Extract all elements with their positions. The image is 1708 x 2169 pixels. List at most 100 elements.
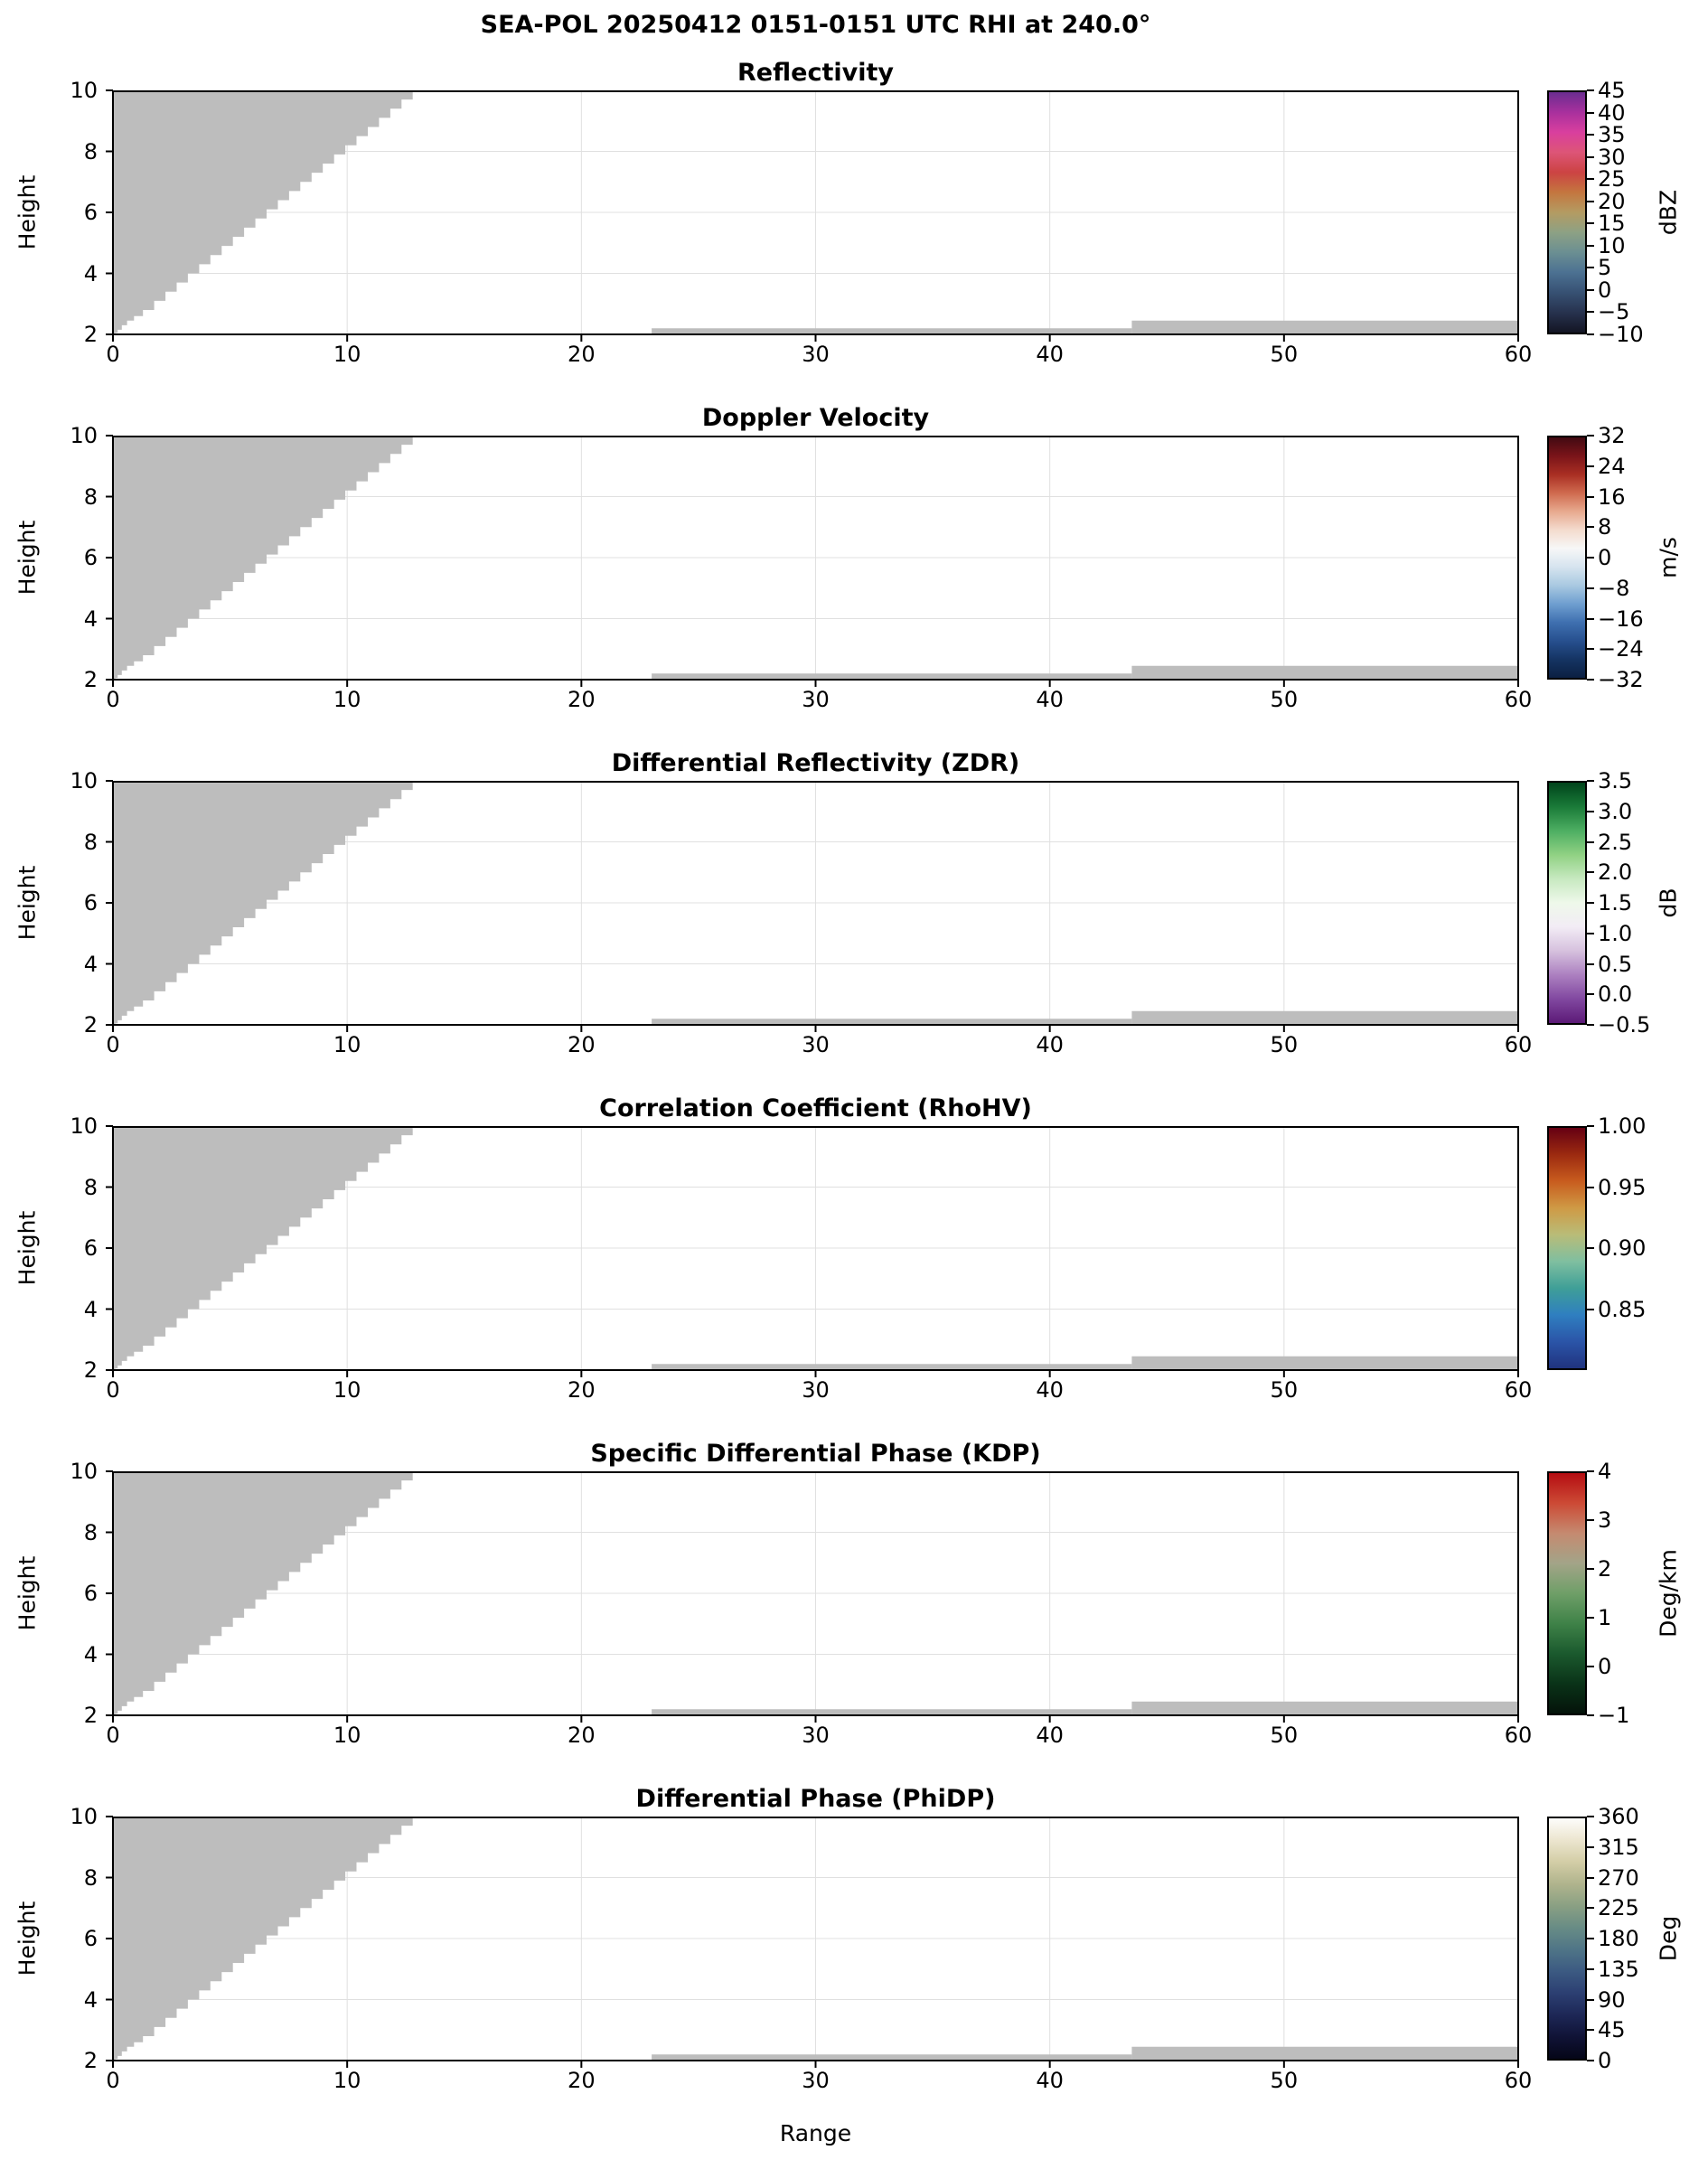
colorbar-tick xyxy=(1587,311,1594,314)
colorbar-tick xyxy=(1587,435,1594,437)
colorbar-tick xyxy=(1587,1666,1594,1667)
colorbar xyxy=(1547,1817,1587,2061)
x-tick-label: 0 xyxy=(106,687,120,712)
colorbar-tick xyxy=(1587,932,1594,934)
colorbar-tick-label: 0 xyxy=(1598,2048,1612,2073)
x-tick-label: 60 xyxy=(1504,1377,1533,1403)
colorbar-tick-label: 1.0 xyxy=(1598,920,1633,946)
colorbar-tick-label: 25 xyxy=(1598,166,1626,192)
y-tick-label: 8 xyxy=(83,1174,98,1200)
colorbar-tick xyxy=(1587,679,1594,681)
plot-area xyxy=(106,1125,1519,1377)
colorbar-tick xyxy=(1587,178,1594,181)
x-tick-label: 40 xyxy=(1036,2068,1064,2093)
colorbar-tick xyxy=(1587,267,1594,269)
y-tick-label: 6 xyxy=(83,890,98,915)
y-tick-label: 6 xyxy=(83,1235,98,1261)
colorbar-tick-label: 0.0 xyxy=(1598,981,1633,1008)
y-tick-label: 10 xyxy=(70,1113,98,1139)
y-tick-label: 8 xyxy=(83,1519,98,1545)
panel-title: Differential Reflectivity (ZDR) xyxy=(611,749,1020,777)
colorbar-tick-label: −5 xyxy=(1598,299,1630,325)
colorbar-tick-label: 16 xyxy=(1598,484,1626,510)
no-data-wedge xyxy=(113,90,413,334)
x-tick-label: 10 xyxy=(333,1032,361,1057)
colorbar-tick xyxy=(1587,1876,1594,1879)
colorbar-tick-label: 315 xyxy=(1598,1834,1639,1860)
colorbar-tick-label: 0 xyxy=(1598,277,1612,303)
x-tick-label: 40 xyxy=(1036,1377,1064,1403)
no-data-strip-thin xyxy=(652,1709,1132,1715)
colorbar-tick-label: 180 xyxy=(1598,1926,1639,1951)
figure-suptitle: SEA-POL 20250412 0151-0151 UTC RHI at 24… xyxy=(480,11,1151,39)
colorbar-tick-label: 225 xyxy=(1598,1895,1639,1921)
x-tick-label: 0 xyxy=(106,1723,120,1748)
colorbar-tick xyxy=(1587,993,1594,996)
colorbar-tick-label: 1.00 xyxy=(1598,1113,1647,1139)
colorbar-tick-label: 2 xyxy=(1598,1556,1612,1582)
y-tick-label: 6 xyxy=(83,200,98,225)
plot-area xyxy=(106,780,1519,1032)
y-tick-label: 2 xyxy=(83,1012,98,1038)
colorbar-tick xyxy=(1587,1519,1594,1521)
x-tick-label: 20 xyxy=(568,1377,596,1403)
x-tick-label: 0 xyxy=(106,342,120,367)
panel-body: Height Deg 2 4 6 8 10 360 315 270 225 180 135 90 45 0 xyxy=(0,1805,1708,2072)
y-tick-label: 8 xyxy=(83,829,98,855)
colorbar-unit-label: Deg/km xyxy=(1655,1549,1682,1638)
colorbar-tick xyxy=(1587,962,1594,965)
x-tick-label: 40 xyxy=(1036,1032,1064,1057)
colorbar-tick xyxy=(1587,155,1594,158)
no-data-strip-thin xyxy=(652,673,1132,680)
y-tick-label: 2 xyxy=(83,667,98,692)
y-tick-label: 4 xyxy=(83,1296,98,1322)
colorbar-tick-label: 1.5 xyxy=(1598,890,1633,915)
colorbar-tick xyxy=(1587,333,1594,335)
y-tick-label: 6 xyxy=(83,545,98,570)
x-tick-label: 20 xyxy=(568,342,596,367)
x-tick-label: 10 xyxy=(333,2068,361,2093)
colorbar-tick xyxy=(1587,288,1594,291)
panel-body: Height dB 2 4 6 8 10 3.5 3.0 2.5 2.0 1.5 1.0 0.5 0.0… xyxy=(0,769,1708,1037)
colorbar-tick-label: −10 xyxy=(1598,322,1644,347)
x-tick-label: 0 xyxy=(106,2068,120,2093)
panel-body: Height 2 4 6 8 10 1.00 0.95 0.90 0.85 xyxy=(0,1114,1708,1382)
x-tick-label: 30 xyxy=(802,687,830,712)
colorbar-tick xyxy=(1587,1998,1594,2001)
colorbar-tick xyxy=(1587,465,1594,467)
colorbar-tick xyxy=(1587,1907,1594,1910)
colorbar-tick xyxy=(1587,871,1594,874)
y-tick-label: 4 xyxy=(83,1641,98,1667)
colorbar-tick-label: 0.85 xyxy=(1598,1296,1647,1322)
x-tick-label: 40 xyxy=(1036,1723,1064,1748)
colorbar-unit-label: dBZ xyxy=(1655,189,1682,236)
y-tick-label: 2 xyxy=(83,2048,98,2073)
no-data-strip-thick xyxy=(1131,1701,1518,1715)
colorbar-tick-label: 2.5 xyxy=(1598,829,1633,855)
x-tick-label: 0 xyxy=(106,1032,120,1057)
y-tick-label: 4 xyxy=(83,260,98,286)
colorbar-tick-label: 0.95 xyxy=(1598,1174,1647,1200)
colorbar-tick xyxy=(1587,134,1594,136)
panel-title: Doppler Velocity xyxy=(701,404,930,432)
colorbar-tick-label: 3.5 xyxy=(1598,768,1633,793)
panel-kdp: Specific Differential Phase (KDP) Height… xyxy=(0,1428,1708,1773)
x-tick-label: 10 xyxy=(333,1723,361,1748)
y-tick-label: 2 xyxy=(83,1703,98,1728)
colorbar-tick xyxy=(1587,1568,1594,1570)
colorbar-tick-label: −8 xyxy=(1598,575,1630,601)
x-tick-label: 60 xyxy=(1504,2068,1533,2093)
x-tick-label: 50 xyxy=(1270,1032,1299,1057)
panel-reflectivity: Reflectivity Height dBZ 2 4 6 8 10 45 40 35 30 25… xyxy=(0,47,1708,392)
x-tick-label: 0 xyxy=(106,1377,120,1403)
y-tick-label: 10 xyxy=(70,1459,98,1484)
y-tick-label: 10 xyxy=(70,423,98,448)
y-tick-label: 8 xyxy=(83,484,98,510)
colorbar xyxy=(1547,781,1587,1025)
colorbar-tick-label: 2.0 xyxy=(1598,859,1633,886)
y-tick-label: 6 xyxy=(83,1581,98,1606)
x-tick-label: 30 xyxy=(802,342,830,367)
colorbar-tick xyxy=(1587,1714,1594,1716)
no-data-strip-thin xyxy=(652,2054,1132,2061)
